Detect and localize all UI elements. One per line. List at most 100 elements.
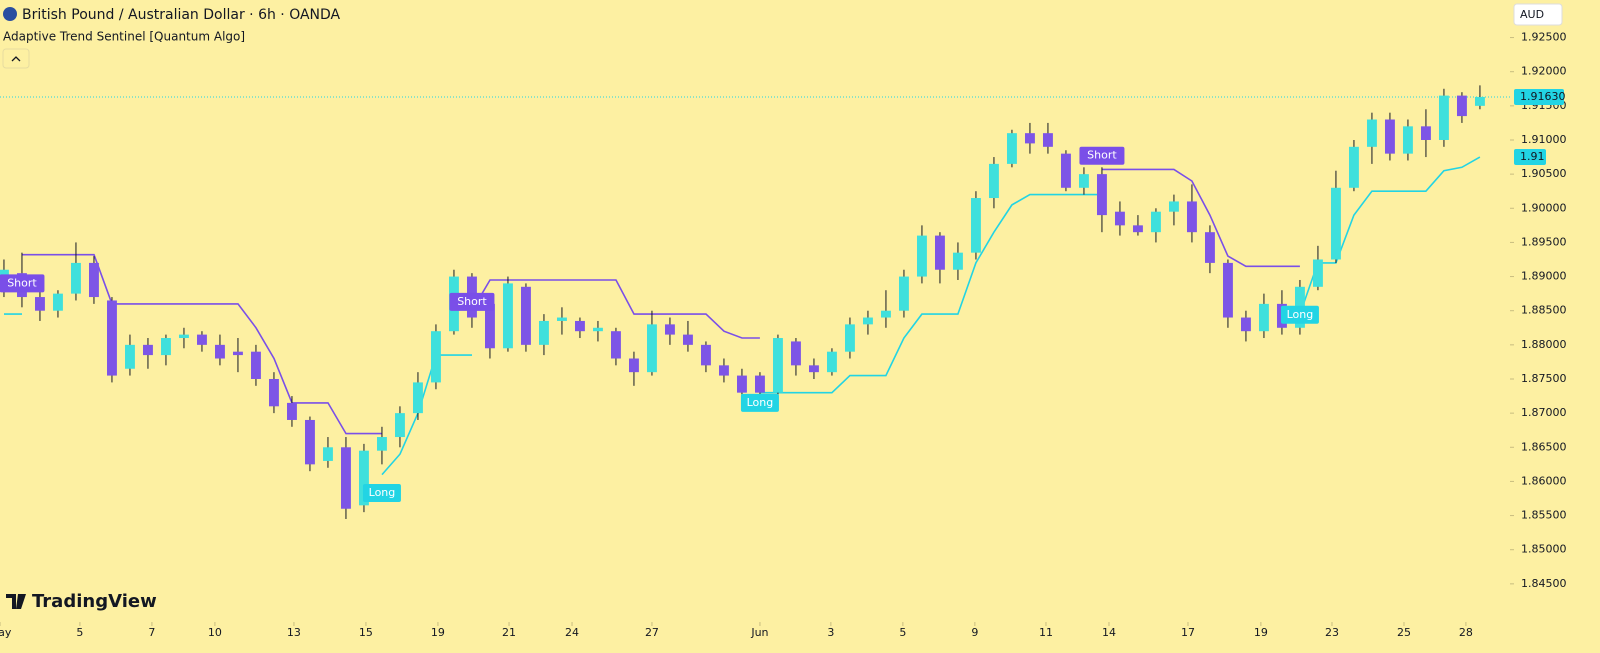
x-tick-label: 28: [1459, 626, 1473, 639]
x-tick-label: 25: [1397, 626, 1411, 639]
candle-body: [1348, 146, 1359, 188]
candle-body: [808, 365, 819, 373]
price-tag-label: 1.91630: [1520, 90, 1566, 103]
signal-label-box: [0, 274, 45, 293]
x-tick-label: 19: [431, 626, 445, 639]
x-tick-label: 5: [899, 626, 906, 639]
logo-text: TradingView: [32, 591, 157, 612]
y-tick-label: 1.92000: [1521, 65, 1567, 78]
candle-body: [323, 447, 333, 461]
candle-body: [862, 317, 873, 325]
candle-body: [1078, 174, 1089, 188]
trend-line: [22, 168, 1300, 435]
candle-body: [1312, 259, 1323, 287]
candle-body: [539, 320, 549, 345]
collapse-button[interactable]: [2, 48, 30, 69]
candle-body: [593, 327, 603, 332]
candle-body: [1096, 174, 1107, 216]
candle-body: [1420, 126, 1431, 140]
candle-body: [269, 378, 279, 407]
signal-label-box: [362, 484, 401, 503]
y-tick-label: 1.92500: [1521, 31, 1567, 44]
x-tick-label: 15: [359, 626, 373, 639]
candle-body: [970, 198, 981, 253]
x-tick-label: 11: [1039, 626, 1053, 639]
candle-body: [431, 331, 441, 383]
x-tick-label: 5: [76, 626, 83, 639]
candle-body: [1042, 133, 1053, 147]
signal-label: Short: [7, 276, 37, 289]
currency-box[interactable]: [1513, 3, 1563, 26]
x-tick-label: 13: [287, 626, 301, 639]
candle-body: [683, 334, 693, 345]
candle-body: [503, 283, 513, 349]
y-tick-label: 1.89500: [1521, 235, 1567, 248]
candle-body: [1474, 96, 1485, 106]
candle-body: [1438, 95, 1449, 140]
candle-body: [35, 297, 45, 311]
candle-body: [1384, 119, 1395, 154]
signal-label-box: [1280, 305, 1319, 324]
signal-label-box: [740, 393, 779, 412]
y-tick-label: 1.87500: [1521, 372, 1567, 385]
signal-label-box: [449, 292, 495, 311]
candle-body: [647, 324, 657, 373]
collapse-icon: [11, 56, 21, 62]
candle-body: [557, 317, 567, 321]
candle-body: [1114, 211, 1125, 226]
x-tick-label: 17: [1181, 626, 1195, 639]
candle-body: [701, 344, 711, 366]
candle-body: [1240, 317, 1251, 332]
trend-line: [4, 156, 1481, 476]
candle-body: [1006, 133, 1017, 164]
signal-label: Short: [457, 295, 487, 308]
candle-body: [826, 351, 837, 373]
candle-body: [934, 235, 945, 270]
candle-body: [197, 334, 207, 345]
candle-body: [1330, 187, 1341, 260]
candle-body: [1150, 211, 1161, 233]
candle-body: [395, 413, 405, 438]
x-tick-label: 7: [148, 626, 155, 639]
y-tick-label: 1.85000: [1521, 543, 1567, 556]
x-tick-label: 24: [565, 626, 579, 639]
y-tick-label: 1.85500: [1521, 509, 1567, 522]
candle-body: [89, 262, 99, 298]
signal-label: Long: [369, 486, 396, 499]
candle-body: [161, 338, 171, 356]
candle-body: [71, 262, 81, 294]
candle-body: [1402, 126, 1413, 154]
x-tick-label: May: [0, 626, 12, 639]
candle-body: [215, 344, 225, 359]
candle-body: [1186, 201, 1197, 233]
x-tick-label: 9: [971, 626, 978, 639]
candle-body: [737, 375, 747, 393]
candle-body: [107, 300, 117, 376]
candle-body: [1132, 225, 1143, 233]
y-tick-label: 1.90500: [1521, 167, 1567, 180]
y-tick-label: 1.88500: [1521, 304, 1567, 317]
candle-body: [880, 310, 891, 318]
candle-body: [844, 324, 855, 352]
price-tag-label: 1.91: [1520, 150, 1545, 163]
candle-body: [1258, 303, 1269, 332]
candle-body: [53, 293, 63, 311]
candle-body: [1222, 262, 1233, 318]
candle-body: [1456, 95, 1467, 117]
candle-body: [287, 402, 297, 420]
candle-body: [772, 338, 783, 393]
x-tick-label: Jun: [750, 626, 768, 639]
y-tick-label: 1.89000: [1521, 270, 1567, 283]
plot-area: Short Short Long Long Short Long: [0, 85, 1510, 519]
y-tick-label: 1.90000: [1521, 201, 1567, 214]
candle-body: [755, 375, 765, 393]
candle-body: [1168, 201, 1179, 212]
symbol-title: British Pound / Australian Dollar · 6h ·…: [22, 7, 341, 23]
x-tick-label: 19: [1254, 626, 1268, 639]
candle-body: [251, 351, 261, 379]
y-tick-label: 1.88000: [1521, 338, 1567, 351]
candle-body: [485, 303, 495, 349]
candle-body: [665, 324, 675, 335]
